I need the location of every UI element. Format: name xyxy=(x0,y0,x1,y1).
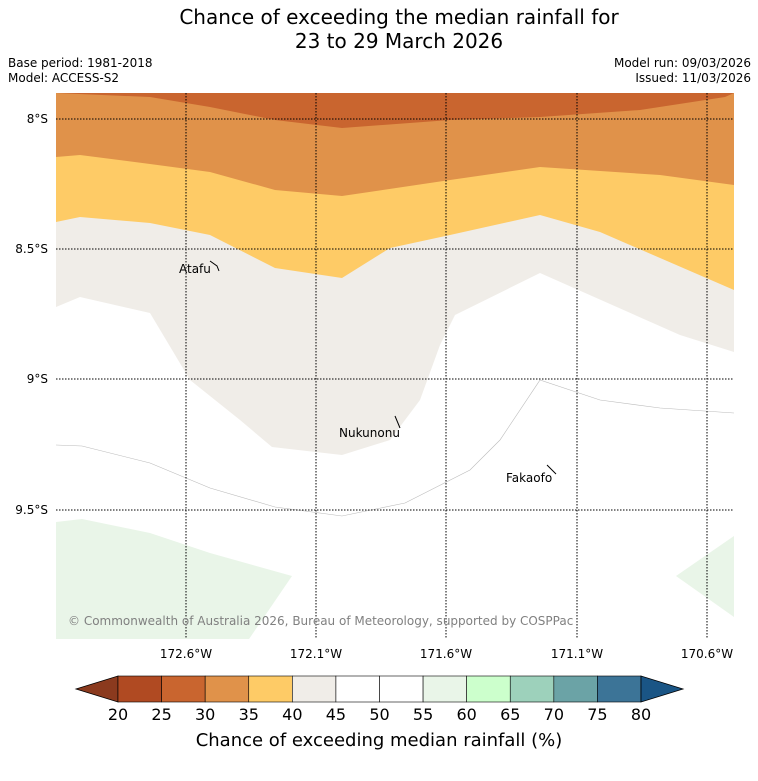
colorbar-segment xyxy=(379,675,424,703)
colorbar-segment xyxy=(335,675,380,703)
lon-label-171-6w: 171.6°W xyxy=(419,647,473,661)
colorbar-tick-label: 35 xyxy=(238,705,259,724)
meta-right: Model run: 09/03/2026 Issued: 11/03/2026 xyxy=(614,56,751,86)
title-line-1: Chance of exceeding the median rainfall … xyxy=(179,5,619,29)
colorbar-segment xyxy=(509,675,555,703)
graticule xyxy=(56,93,734,639)
place-label-fakaofo: Fakaofo xyxy=(506,471,553,485)
issued-date: Issued: 11/03/2026 xyxy=(635,71,751,85)
colorbar-tick-label: 60 xyxy=(456,705,477,724)
colorbar-tick-label: 70 xyxy=(543,705,564,724)
colorbar-segment xyxy=(597,675,642,703)
band-55-60-southeast xyxy=(676,536,734,617)
colorbar-tick-label: 50 xyxy=(369,705,390,724)
colorbar-tick-label: 65 xyxy=(500,705,521,724)
title-line-2: 23 to 29 March 2026 xyxy=(294,29,504,53)
contour-line-east xyxy=(539,379,734,414)
lat-label-8s: 8°S xyxy=(26,112,48,126)
map-area xyxy=(56,93,734,639)
colorbar-over-arrow xyxy=(640,675,685,703)
colorbar-tick-label: 75 xyxy=(587,705,608,724)
lon-label-171-1w: 171.1°W xyxy=(550,647,604,661)
lat-label-8-5s: 8.5°S xyxy=(15,242,48,256)
nukunonu-island-outline xyxy=(394,415,401,429)
colorbar-segment xyxy=(422,675,467,703)
colorbar-tick-label: 80 xyxy=(630,705,652,724)
meta-left: Base period: 1981-2018 Model: ACCESS-S2 xyxy=(8,56,153,86)
contour-line-south xyxy=(56,379,541,517)
atafu-island-outline xyxy=(209,260,220,272)
island-markers xyxy=(209,260,557,475)
map-title: Chance of exceeding the median rainfall … xyxy=(0,5,758,53)
colorbar-tick-label: 40 xyxy=(282,705,303,724)
colorbar-tick-label: 20 xyxy=(107,705,129,724)
colorbar-label: Chance of exceeding median rainfall (%) xyxy=(195,730,563,751)
colorbar-segment xyxy=(466,675,511,703)
copyright-notice: © Commonwealth of Australia 2026, Bureau… xyxy=(68,614,574,628)
colorbar-under-arrow xyxy=(74,675,119,703)
colorbar-segment xyxy=(117,675,162,703)
band-55-60-southwest xyxy=(56,519,292,639)
lat-label-9-5s: 9.5°S xyxy=(15,503,48,517)
base-period: Base period: 1981-2018 xyxy=(8,56,153,70)
colorbar-tick-label: 25 xyxy=(151,705,172,724)
colorbar-tick-label: 45 xyxy=(325,705,347,724)
fakaofo-island-outline xyxy=(546,464,557,475)
model-name: Model: ACCESS-S2 xyxy=(8,71,120,85)
band-25-30 xyxy=(56,93,734,128)
place-label-nukunonu: Nukunonu xyxy=(339,426,400,440)
lon-label-172-6w: 172.6°W xyxy=(159,647,213,661)
colorbar-segment xyxy=(292,675,337,703)
colorbar-tick-label: 55 xyxy=(412,705,434,724)
colorbar-segment xyxy=(204,675,250,703)
colorbar-segment xyxy=(553,675,598,703)
colorbar xyxy=(74,675,685,703)
colorbar-tick-label: 30 xyxy=(194,705,216,724)
colorbar-segment xyxy=(161,675,206,703)
lon-label-172-1w: 172.1°W xyxy=(289,647,343,661)
place-label-atafu: Atafu xyxy=(179,262,211,276)
colorbar-segment xyxy=(248,675,293,703)
lon-label-170-6w: 170.6°W xyxy=(680,647,734,661)
model-run: Model run: 09/03/2026 xyxy=(613,56,751,70)
lat-label-9s: 9°S xyxy=(26,372,48,386)
